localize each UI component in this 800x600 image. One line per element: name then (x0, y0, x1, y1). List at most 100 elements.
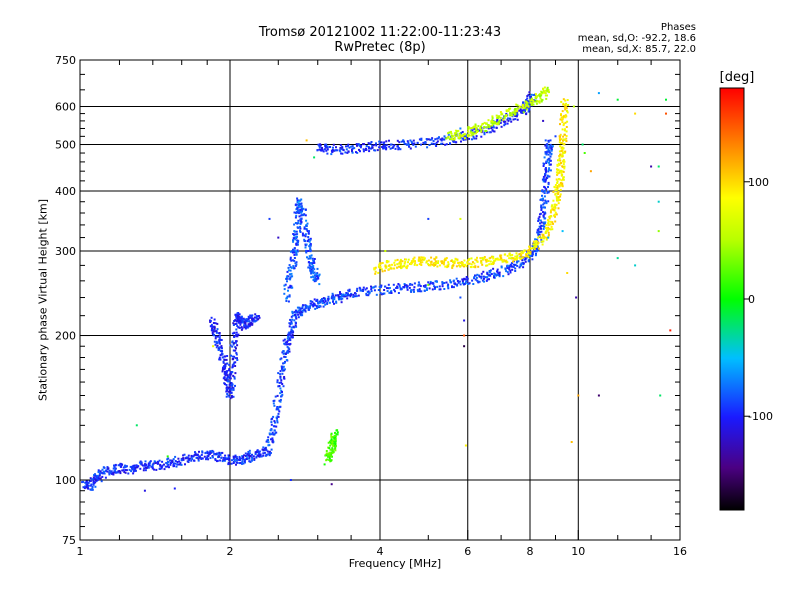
data-point (219, 354, 222, 357)
data-point (365, 145, 368, 147)
data-point (384, 265, 387, 268)
data-point (559, 153, 562, 156)
data-point (448, 131, 451, 134)
data-point (460, 140, 462, 143)
data-point (239, 461, 242, 464)
data-point (296, 199, 299, 202)
data-point (140, 461, 143, 464)
data-point (534, 238, 537, 241)
phase-stats: Phases mean, sd,O: -92.2, 18.6 mean, sd,… (560, 22, 696, 55)
data-point (401, 265, 404, 268)
data-point (493, 260, 496, 262)
data-point (460, 135, 463, 138)
data-point (292, 237, 295, 240)
data-point (326, 302, 329, 305)
data-point (403, 264, 406, 267)
data-point (559, 183, 562, 186)
data-point (444, 143, 447, 146)
data-point (533, 248, 536, 251)
data-point (525, 108, 528, 111)
data-point (210, 323, 213, 326)
data-point (481, 123, 484, 126)
data-point (214, 337, 217, 340)
data-point (441, 285, 444, 288)
data-point (374, 285, 377, 288)
data-point (284, 343, 287, 346)
data-point (543, 91, 546, 94)
data-point (371, 146, 374, 149)
data-point (317, 276, 320, 279)
data-point (531, 258, 534, 261)
data-point (160, 466, 163, 468)
data-point (390, 292, 393, 294)
data-point (296, 233, 299, 236)
data-point (425, 138, 428, 140)
data-point (291, 318, 294, 321)
data-point (506, 254, 509, 257)
data-point (472, 133, 475, 136)
data-point (437, 260, 440, 263)
data-point (559, 133, 562, 136)
data-point (319, 301, 322, 304)
data-point (547, 220, 550, 223)
data-point (99, 477, 102, 480)
data-point (393, 288, 396, 291)
data-point (499, 258, 502, 261)
data-point (352, 293, 355, 296)
data-point (542, 221, 545, 224)
data-point (303, 234, 306, 237)
data-point (396, 266, 399, 269)
data-point (292, 248, 294, 251)
data-point (227, 458, 230, 461)
data-point (311, 262, 314, 265)
data-point (318, 304, 321, 307)
data-point (347, 289, 350, 292)
data-point (424, 284, 427, 287)
data-point (261, 448, 264, 451)
data-point (327, 455, 329, 458)
data-point (204, 451, 207, 454)
data-point (459, 217, 462, 220)
data-point (90, 483, 93, 486)
data-point (475, 137, 478, 140)
data-point (270, 428, 273, 431)
data-point (210, 316, 213, 319)
data-point (545, 97, 548, 100)
data-point (300, 202, 303, 205)
data-point (364, 288, 367, 291)
data-point (441, 260, 443, 263)
data-point (365, 148, 368, 151)
data-point (100, 480, 103, 483)
data-point (330, 432, 333, 435)
data-point (485, 126, 488, 129)
data-point (417, 281, 420, 284)
data-point (251, 322, 254, 325)
data-point (303, 238, 306, 241)
data-point (540, 206, 543, 209)
data-point (549, 163, 552, 166)
data-point (553, 205, 556, 208)
data-point (297, 309, 300, 312)
data-point (225, 362, 228, 365)
data-point (554, 203, 556, 206)
data-point (86, 483, 89, 486)
data-point (210, 450, 213, 453)
data-point (520, 250, 523, 253)
data-point (548, 146, 551, 149)
data-point (229, 371, 232, 374)
data-point (532, 94, 535, 96)
data-point (208, 451, 211, 454)
data-point (260, 455, 263, 458)
data-point (268, 454, 271, 457)
data-point (355, 151, 357, 154)
data-point (319, 144, 322, 147)
data-point (408, 145, 411, 148)
data-point (287, 336, 290, 339)
data-point (282, 350, 285, 353)
data-point (235, 331, 238, 334)
data-point (373, 289, 376, 292)
data-point (280, 395, 282, 398)
data-point (344, 151, 347, 154)
data-point (414, 260, 416, 263)
data-point (464, 282, 467, 284)
